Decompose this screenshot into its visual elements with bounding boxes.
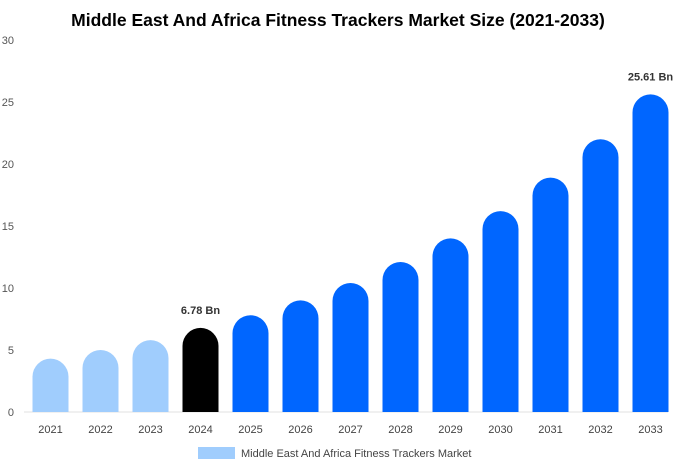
bar-2028 [382,261,419,412]
bar-2021 [32,358,69,412]
data-labels: 6.78 Bn 25.61 Bn [181,71,673,316]
y-tick-label: 5 [8,345,14,357]
x-tick-label: 2028 [388,424,412,436]
data-label-2033: 25.61 Bn [628,71,674,83]
x-tick-label: 2027 [338,424,362,436]
bar-2024 [182,327,219,412]
bar-2029 [432,238,469,412]
legend-swatch [198,447,235,459]
y-tick-label: 0 [8,407,14,419]
x-tick-label: 2033 [638,424,662,436]
x-tick-label: 2023 [138,424,162,436]
x-axis: 2021 2022 2023 2024 2025 2026 2027 2028 2029 2030… [38,424,662,436]
x-tick-label: 2021 [38,424,62,436]
x-tick-label: 2026 [288,424,312,436]
bar-2033 [632,94,669,412]
x-tick-label: 2025 [238,424,262,436]
bar-2026 [282,300,319,412]
x-tick-label: 2032 [588,424,612,436]
x-tick-label: 2031 [538,424,562,436]
y-tick-label: 30 [2,35,14,47]
legend-label: Middle East And Africa Fitness Trackers … [241,448,471,460]
legend: Middle East And Africa Fitness Trackers … [198,447,471,460]
x-tick-label: 2030 [488,424,512,436]
y-tick-label: 15 [2,221,14,233]
chart-title: Middle East And Africa Fitness Trackers … [71,10,605,30]
y-tick-label: 25 [2,97,14,109]
bar-2027 [332,283,369,412]
bar-2030 [482,211,519,412]
bars [32,94,669,412]
x-tick-label: 2022 [88,424,112,436]
bar-2032 [582,139,619,412]
y-tick-label: 20 [2,159,14,171]
bar-2031 [532,177,569,412]
bar-2023 [132,340,169,412]
y-tick-label: 10 [2,283,14,295]
y-axis: 0 5 10 15 20 25 30 [2,35,14,419]
bar-2025 [232,315,269,412]
bar-2022 [82,350,119,412]
x-tick-label: 2029 [438,424,462,436]
x-tick-label: 2024 [188,424,212,436]
data-label-2024: 6.78 Bn [181,305,220,317]
